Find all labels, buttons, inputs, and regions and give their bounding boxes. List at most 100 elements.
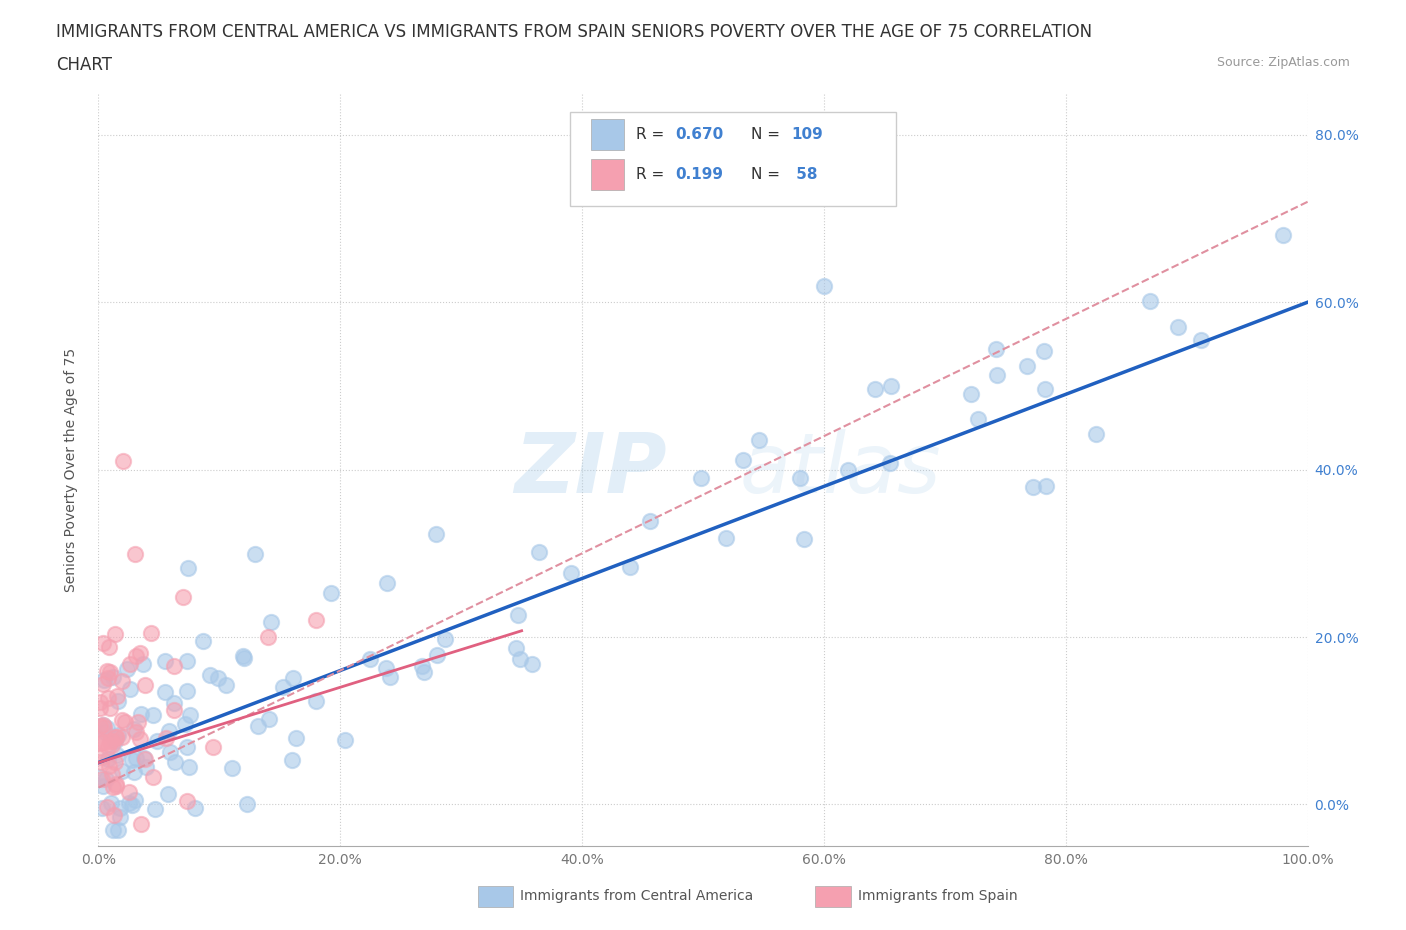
Point [333,733,356,748]
Text: Immigrants from Central America: Immigrants from Central America [520,888,754,903]
Point [1015,358,1038,373]
Point [104,734,127,749]
Point [375,661,398,676]
Point [172,590,194,604]
Point [142,708,165,723]
Point [91,717,114,732]
Point [1035,479,1057,494]
Point [413,665,436,680]
Point [260,615,283,630]
FancyBboxPatch shape [591,158,624,190]
Point [107,694,129,709]
Point [104,755,127,770]
Point [97,739,120,754]
Point [93,718,115,733]
Point [1189,333,1212,348]
Point [1139,293,1161,308]
Point [121,798,143,813]
Y-axis label: Seniors Poverty Over the Age of 75: Seniors Poverty Over the Age of 75 [63,348,77,591]
Point [101,734,124,749]
Point [1272,228,1295,243]
Point [256,630,278,644]
Point [117,662,139,677]
Point [101,780,124,795]
Point [257,711,280,726]
Point [179,708,201,723]
Point [176,739,198,754]
Point [1033,343,1056,358]
Point [93,734,115,749]
Point [201,739,224,754]
Point [97,671,120,685]
Point [98,758,121,773]
Point [89,735,111,750]
Point [146,734,169,749]
Point [105,748,128,763]
Point [359,651,381,666]
Point [127,714,149,729]
Point [139,626,162,641]
Point [90,801,112,816]
Text: IMMIGRANTS FROM CENTRAL AMERICA VS IMMIGRANTS FROM SPAIN SENIORS POVERTY OVER TH: IMMIGRANTS FROM CENTRAL AMERICA VS IMMIG… [56,23,1092,41]
Point [96,721,118,736]
Point [134,751,156,766]
Point [134,678,156,693]
Point [305,613,328,628]
Point [733,453,755,468]
Point [114,714,136,729]
Point [104,729,127,744]
Point [863,382,886,397]
Point [129,645,152,660]
Point [124,547,146,562]
Point [103,807,125,822]
Point [509,651,531,666]
Point [132,751,155,765]
Point [411,658,433,673]
Point [101,670,124,684]
Point [157,787,180,802]
Point [163,658,186,673]
Point [100,796,122,811]
Point [124,793,146,808]
Point [104,730,127,745]
Point [125,751,148,765]
Point [96,663,118,678]
Point [122,722,145,737]
Point [690,471,713,485]
Text: Source: ZipAtlas.com: Source: ZipAtlas.com [1216,56,1350,69]
Point [232,649,254,664]
Point [425,526,447,541]
Point [207,671,229,685]
Point [105,777,128,791]
Point [89,769,111,784]
Point [108,810,131,825]
Point [143,801,166,816]
Point [638,513,661,528]
Point [837,462,859,477]
Point [159,724,181,738]
Point [879,456,901,471]
Point [135,760,157,775]
Point [378,670,401,684]
Text: Immigrants from Spain: Immigrants from Spain [858,888,1018,903]
Point [177,561,200,576]
Point [90,772,112,787]
Point [153,684,176,699]
Point [97,690,120,705]
Text: N =: N = [751,166,785,182]
Point [89,700,111,715]
Point [101,822,124,837]
Point [94,724,117,739]
Point [426,647,449,662]
Point [176,654,198,669]
Point [104,730,127,745]
Point [120,682,142,697]
Point [285,731,308,746]
Point [104,627,127,642]
Point [748,432,770,447]
Point [159,745,181,760]
Point [89,718,111,733]
Point [93,672,115,687]
Point [111,730,134,745]
Text: atlas: atlas [740,429,941,511]
